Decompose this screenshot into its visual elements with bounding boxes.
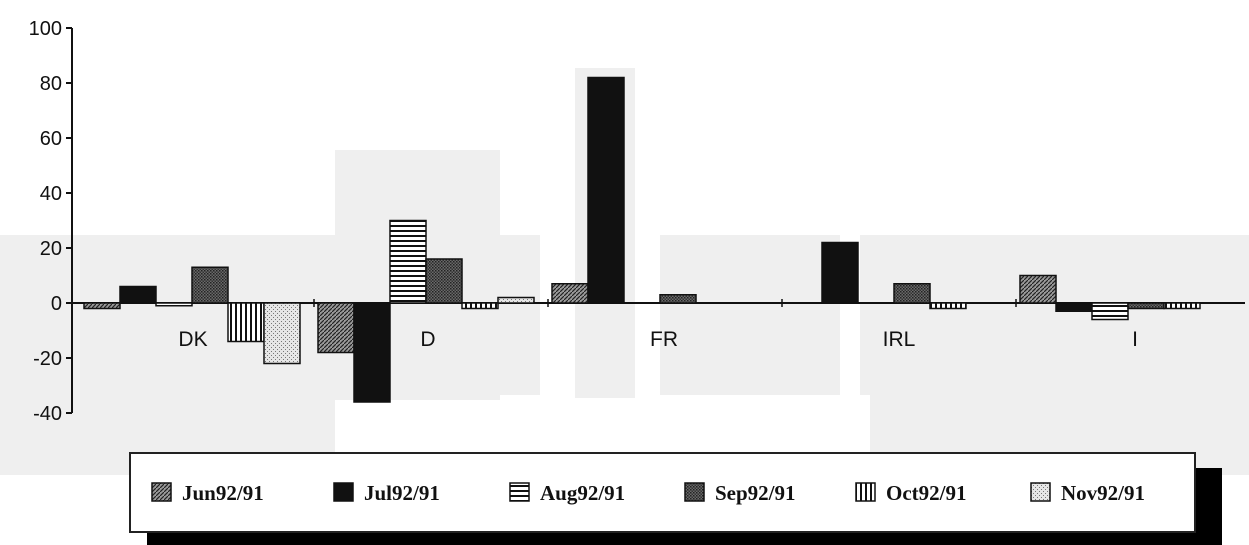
y-tick-label: -20: [33, 348, 62, 370]
bar-irl-jul92-91: [821, 241, 859, 304]
y-tick-label: -40: [33, 403, 62, 425]
bars: [83, 76, 1201, 403]
y-tick-label: 0: [51, 293, 62, 315]
background-block: [860, 235, 1070, 395]
bar-d-nov92-91: [497, 296, 535, 304]
bar-d-sep92-91: [425, 258, 463, 304]
bar-i-aug92-91: [1091, 302, 1129, 321]
legend-swatch: [509, 482, 530, 502]
bar-d-jun92-91: [317, 302, 355, 354]
background-block: [500, 235, 540, 395]
bar-dk-oct92-91: [227, 302, 265, 343]
category-label: D: [420, 328, 435, 351]
bar-irl-sep92-91: [893, 283, 931, 304]
legend-label: Nov92/91: [1061, 481, 1145, 505]
bar-irl-oct92-91: [929, 302, 967, 310]
bar-d-oct92-91: [461, 302, 499, 310]
bar-dk-nov92-91: [263, 302, 301, 365]
legend-swatch: [684, 482, 705, 502]
y-tick-label: 80: [40, 73, 62, 95]
bar-d-jul92-91: [353, 302, 391, 403]
y-tick-label: 100: [29, 18, 62, 40]
y-tick-label: 60: [40, 128, 62, 150]
legend-label: Aug92/91: [540, 481, 625, 505]
legend-label: Sep92/91: [715, 481, 796, 505]
bar-i-sep92-91: [1127, 302, 1165, 310]
legend: Jun92/91 Jul92/91 Aug92/91 Sep92/91 Oct92/91…: [129, 452, 1222, 545]
bar-fr-jul92-91: [587, 76, 625, 304]
bar-i-oct92-91: [1163, 302, 1201, 310]
category-label: DK: [178, 328, 207, 351]
legend-box: [129, 452, 1196, 533]
bar-fr-sep92-91: [659, 294, 697, 304]
category-label: FR: [650, 328, 678, 351]
legend-label: Jun92/91: [182, 481, 264, 505]
bar-fr-jun92-91: [551, 283, 589, 304]
bar-dk-sep92-91: [191, 266, 229, 304]
bar-dk-aug92-91: [155, 302, 193, 307]
legend-label: Oct92/91: [886, 481, 966, 505]
category-label: IRL: [883, 328, 916, 351]
category-label: I: [1132, 328, 1138, 351]
legend-swatch: [855, 482, 876, 502]
background-block: [660, 235, 840, 395]
y-tick-label: 20: [40, 238, 62, 260]
legend-swatch: [1030, 482, 1051, 502]
bar-dk-jun92-91: [83, 302, 121, 310]
bar-dk-jul92-91: [119, 285, 157, 304]
y-tick-label: 40: [40, 183, 62, 205]
legend-swatch: [333, 482, 354, 502]
legend-swatch: [151, 482, 172, 502]
bar-i-jul92-91: [1055, 302, 1093, 312]
bar-d-aug92-91: [389, 219, 427, 304]
category-labels: DK D FR IRL I: [178, 328, 1138, 351]
legend-label: Jul92/91: [364, 481, 440, 505]
bar-i-jun92-91: [1019, 274, 1057, 304]
